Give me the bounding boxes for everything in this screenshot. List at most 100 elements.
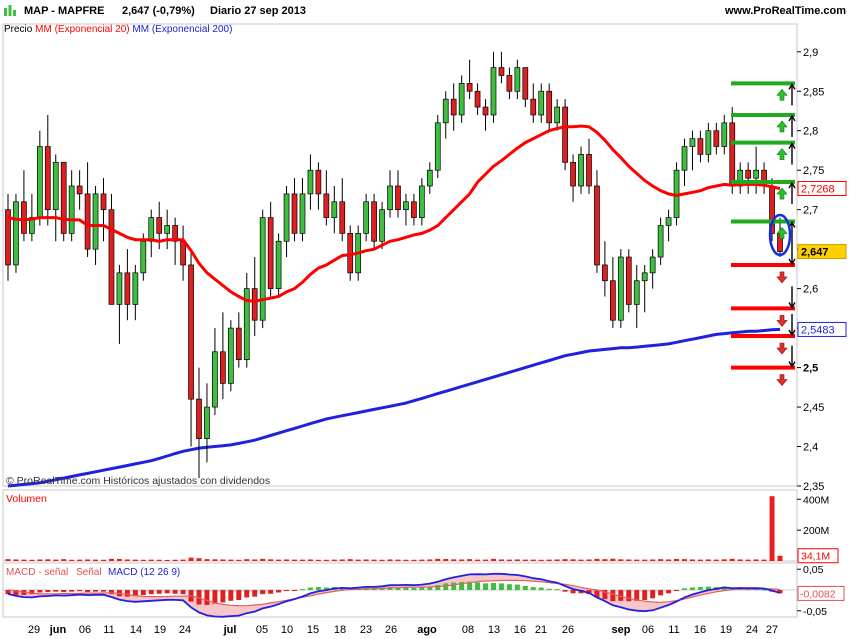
candle xyxy=(697,138,704,155)
macd-hist-bar xyxy=(451,582,457,590)
legend-ema200[interactable]: MM (Exponencial 200) xyxy=(132,24,233,35)
macd-hist-bar xyxy=(5,590,11,595)
macd-hist-bar xyxy=(483,583,489,590)
macd-hist-bar xyxy=(674,590,680,591)
site-link[interactable]: www.ProRealTime.com xyxy=(724,5,846,17)
price-tick-label: 2,6 xyxy=(803,284,818,296)
macd-hist-bar xyxy=(140,590,146,595)
x-axis-label: 21 xyxy=(535,624,547,636)
volume-bar xyxy=(578,559,584,561)
candle xyxy=(283,193,290,242)
trend-arrow-head xyxy=(788,181,796,189)
candle xyxy=(100,193,107,211)
candle xyxy=(633,280,640,305)
volume-bar xyxy=(618,559,624,561)
price-tick-label: 2,8 xyxy=(803,126,818,138)
macd-hist-bar xyxy=(777,590,783,594)
macd-hist-bar xyxy=(323,587,329,590)
volume-tag-box xyxy=(797,548,839,564)
x-axis-label: 16 xyxy=(694,624,706,636)
volume-bar xyxy=(77,559,83,561)
candle xyxy=(243,288,250,361)
ema200-line xyxy=(7,327,781,488)
up-arrow-icon xyxy=(776,88,788,101)
candle xyxy=(617,256,624,321)
macd-hist-bar xyxy=(435,585,441,590)
volume-bar xyxy=(371,559,377,561)
candle xyxy=(578,154,584,187)
candle xyxy=(411,201,417,218)
volume-bar xyxy=(650,559,656,561)
macd-hist-bar xyxy=(244,590,250,598)
highlight-ellipse xyxy=(768,213,792,257)
ema200-tag-box xyxy=(797,321,847,337)
candle xyxy=(522,67,529,100)
macd-line xyxy=(7,572,781,618)
trend-arrow-head xyxy=(788,114,796,122)
candle xyxy=(546,90,553,124)
candle xyxy=(450,98,457,116)
volume-bar xyxy=(483,559,489,561)
volume-bar xyxy=(299,559,305,561)
candle xyxy=(395,185,401,211)
candle xyxy=(498,67,505,76)
volume-bar xyxy=(347,559,353,561)
volume-bar xyxy=(562,559,568,561)
macd-hist-bar xyxy=(292,590,298,591)
volume-label: Volumen xyxy=(6,493,47,505)
volume-bar xyxy=(769,496,775,561)
macd-hist-bar xyxy=(697,587,703,590)
macd-hist-bar xyxy=(538,587,544,590)
ema200-tag: 2,5483 xyxy=(801,324,835,336)
volume-bar xyxy=(570,559,576,561)
macd-hist-bar xyxy=(578,590,584,594)
candle xyxy=(124,272,131,305)
macd-hist-bar xyxy=(490,582,496,590)
candle xyxy=(339,201,346,234)
macd-tag-box xyxy=(797,585,845,601)
price-panel xyxy=(2,23,798,487)
volume-bar xyxy=(21,559,27,561)
candle xyxy=(466,83,473,92)
volume-tick-label: 400M xyxy=(803,494,829,506)
candle xyxy=(753,169,759,179)
ema20-line xyxy=(7,124,781,303)
x-axis-label: 06 xyxy=(79,624,91,636)
candle xyxy=(180,240,186,266)
candle xyxy=(713,130,720,147)
candle xyxy=(299,193,306,234)
x-axis-label: jun xyxy=(49,624,67,636)
macd-hist-bar xyxy=(164,590,170,594)
indicator-legend: Precio MM (Exponencial 20) MM (Exponenci… xyxy=(4,24,232,35)
x-axis-label: 24 xyxy=(179,624,191,636)
volume-bar xyxy=(713,559,719,561)
candle xyxy=(554,106,561,124)
macd-hist-bar xyxy=(252,590,258,597)
candle xyxy=(21,201,27,234)
volume-bar xyxy=(554,559,560,561)
candle xyxy=(235,327,242,361)
price-tick-label: 2,9 xyxy=(803,47,818,59)
volume-bar xyxy=(753,559,759,561)
up-arrow-icon xyxy=(776,187,788,200)
volume-bar xyxy=(419,559,425,561)
candle xyxy=(5,209,11,266)
volume-bar xyxy=(761,559,767,561)
volume-bar xyxy=(252,559,258,561)
macd-tag: -0,0082 xyxy=(800,588,836,600)
down-arrow-icon xyxy=(776,315,788,327)
macd-hist-bar xyxy=(554,589,560,591)
x-axis-label: 16 xyxy=(514,624,526,636)
candle xyxy=(530,98,537,116)
macd-hist-bar xyxy=(753,589,759,591)
candle xyxy=(212,351,218,408)
legend-ema20[interactable]: MM (Exponencial 20) xyxy=(35,24,130,35)
volume-bar xyxy=(530,559,536,561)
macd-hist-bar xyxy=(546,588,552,590)
volume-bar xyxy=(403,559,409,561)
macd-hist-bar xyxy=(69,590,75,592)
macd-hist-bar xyxy=(299,589,305,591)
candle xyxy=(387,185,393,211)
volume-bar xyxy=(292,559,298,561)
